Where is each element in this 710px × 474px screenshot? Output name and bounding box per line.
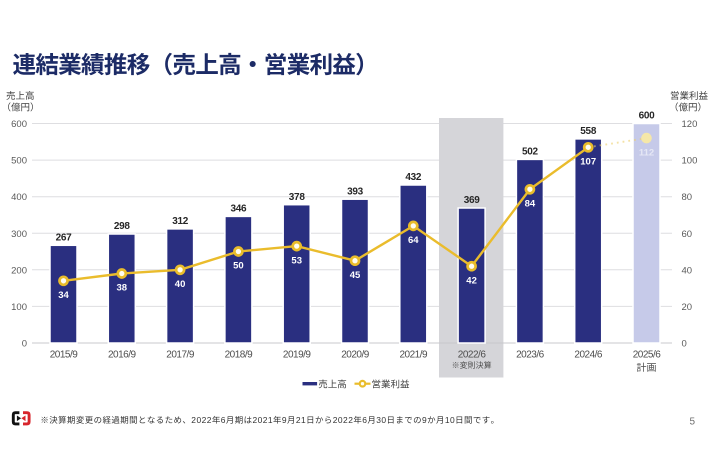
svg-text:200: 200: [11, 265, 27, 276]
svg-text:営業利益: 営業利益: [670, 91, 709, 102]
svg-text:112: 112: [639, 147, 654, 158]
svg-text:80: 80: [682, 192, 693, 203]
svg-text:34: 34: [58, 290, 69, 301]
svg-text:（億円）: （億円）: [2, 102, 40, 114]
svg-text:2015/9: 2015/9: [50, 350, 79, 361]
svg-text:2024/6: 2024/6: [574, 350, 603, 361]
svg-text:38: 38: [117, 283, 128, 294]
svg-text:2020/9: 2020/9: [341, 350, 370, 361]
svg-text:50: 50: [233, 261, 244, 272]
svg-text:※変則決算: ※変則決算: [452, 361, 492, 370]
svg-text:45: 45: [350, 270, 361, 281]
svg-text:64: 64: [408, 235, 419, 246]
svg-text:2019/9: 2019/9: [283, 350, 312, 361]
svg-text:連結業績推移（売上高・営業利益）: 連結業績推移（売上高・営業利益）: [13, 52, 379, 79]
svg-text:558: 558: [580, 126, 597, 137]
svg-text:5: 5: [689, 417, 695, 428]
svg-text:2016/9: 2016/9: [108, 350, 137, 361]
svg-text:107: 107: [580, 157, 596, 168]
svg-text:売上高: 売上高: [6, 91, 35, 102]
svg-text:2017/9: 2017/9: [166, 350, 195, 361]
svg-text:営業利益: 営業利益: [372, 379, 411, 390]
svg-text:600: 600: [11, 119, 27, 130]
svg-text:298: 298: [114, 221, 131, 232]
svg-text:432: 432: [405, 172, 422, 183]
svg-text:312: 312: [172, 216, 189, 227]
svg-text:346: 346: [231, 204, 248, 215]
svg-text:2025/6: 2025/6: [633, 350, 662, 361]
svg-text:600: 600: [639, 111, 656, 122]
svg-text:120: 120: [682, 119, 698, 130]
svg-text:42: 42: [466, 275, 477, 286]
svg-text:（億円）: （億円）: [669, 102, 707, 114]
svg-text:502: 502: [522, 147, 539, 158]
svg-text:20: 20: [682, 302, 693, 313]
svg-text:100: 100: [682, 156, 698, 167]
svg-text:0: 0: [22, 339, 27, 350]
svg-text:0: 0: [682, 339, 687, 350]
svg-text:計画: 計画: [637, 362, 657, 374]
svg-text:53: 53: [291, 255, 302, 266]
svg-text:300: 300: [11, 229, 27, 240]
svg-text:500: 500: [11, 156, 27, 167]
svg-text:100: 100: [11, 302, 27, 313]
svg-text:2018/9: 2018/9: [225, 350, 254, 361]
svg-text:378: 378: [289, 192, 306, 203]
svg-text:2021/9: 2021/9: [400, 350, 429, 361]
svg-text:※決算期変更の経過期間となるため、2022年6月期は2021: ※決算期変更の経過期間となるため、2022年6月期は2021年9月21日から20…: [40, 415, 499, 425]
svg-text:2022/6: 2022/6: [458, 350, 487, 361]
svg-text:売上高: 売上高: [318, 379, 347, 390]
svg-text:60: 60: [682, 229, 693, 240]
svg-text:400: 400: [11, 192, 27, 203]
svg-text:393: 393: [347, 186, 364, 197]
svg-text:2023/6: 2023/6: [516, 350, 545, 361]
svg-text:267: 267: [56, 233, 73, 244]
svg-text:84: 84: [525, 199, 536, 210]
svg-text:40: 40: [175, 279, 186, 290]
svg-text:40: 40: [682, 265, 693, 276]
svg-text:369: 369: [464, 195, 481, 206]
